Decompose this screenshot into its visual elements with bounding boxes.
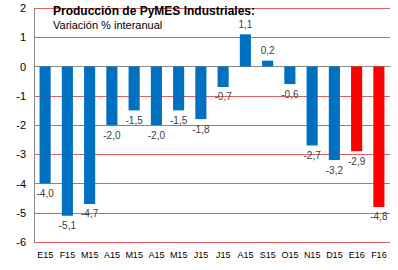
- svg-text:-1,8: -1,8: [192, 124, 210, 135]
- svg-text:A15: A15: [104, 250, 120, 260]
- svg-text:N15: N15: [304, 250, 321, 260]
- svg-text:E15: E15: [37, 250, 53, 260]
- svg-text:2: 2: [20, 2, 26, 14]
- svg-text:0,2: 0,2: [261, 45, 275, 56]
- svg-text:M15: M15: [170, 250, 188, 260]
- svg-text:D15: D15: [326, 250, 343, 260]
- svg-text:O15: O15: [281, 250, 298, 260]
- svg-text:-1: -1: [16, 90, 26, 102]
- svg-text:Variación % interanual: Variación % interanual: [53, 19, 162, 31]
- svg-text:-5: -5: [16, 207, 26, 219]
- svg-text:A15: A15: [148, 250, 164, 260]
- svg-text:1: 1: [20, 31, 26, 43]
- svg-text:E16: E16: [349, 250, 365, 260]
- svg-text:F16: F16: [371, 250, 387, 260]
- svg-text:F15: F15: [60, 250, 76, 260]
- svg-text:-4,8: -4,8: [370, 211, 388, 222]
- svg-text:-2,0: -2,0: [103, 130, 121, 141]
- svg-text:-2: -2: [16, 119, 26, 131]
- svg-text:-2,7: -2,7: [304, 150, 322, 161]
- svg-text:-4,0: -4,0: [37, 188, 55, 199]
- svg-text:J15: J15: [216, 250, 231, 260]
- svg-text:-1,5: -1,5: [126, 115, 144, 126]
- svg-text:-6: -6: [16, 236, 26, 248]
- svg-text:M15: M15: [125, 250, 143, 260]
- svg-text:-3,2: -3,2: [326, 165, 344, 176]
- svg-text:0: 0: [20, 61, 26, 73]
- svg-text:M15: M15: [81, 250, 99, 260]
- svg-text:-0,7: -0,7: [215, 91, 233, 102]
- svg-text:A15: A15: [237, 250, 253, 260]
- svg-text:-1,5: -1,5: [170, 115, 188, 126]
- svg-text:-4,7: -4,7: [81, 208, 99, 219]
- svg-text:-5,1: -5,1: [59, 220, 77, 231]
- svg-text:Producción de PyMES Industrial: Producción de PyMES Industriales:: [53, 4, 255, 18]
- svg-text:J15: J15: [194, 250, 209, 260]
- svg-text:-4: -4: [16, 178, 26, 190]
- svg-text:-2,9: -2,9: [348, 156, 366, 167]
- svg-text:-0,6: -0,6: [281, 89, 299, 100]
- svg-text:1,1: 1,1: [238, 19, 252, 30]
- svg-text:-3: -3: [16, 148, 26, 160]
- svg-text:-2,0: -2,0: [148, 130, 166, 141]
- svg-text:S15: S15: [260, 250, 276, 260]
